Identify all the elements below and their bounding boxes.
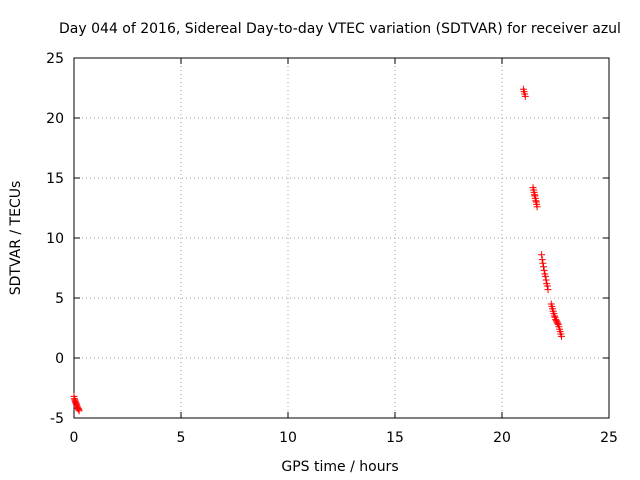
y-tick-label: -5 — [50, 411, 64, 427]
y-tick-label: 25 — [46, 51, 64, 67]
x-tick-label: 20 — [493, 430, 511, 446]
data-point — [539, 259, 547, 267]
data-point — [542, 276, 550, 284]
data-point — [538, 256, 546, 264]
x-tick-label: 5 — [177, 430, 186, 446]
data-point — [554, 319, 562, 327]
x-axis-label: GPS time / hours — [281, 459, 398, 475]
y-tick-label: 10 — [46, 231, 64, 247]
y-axis-label: SDTVAR / TECUs — [8, 181, 24, 296]
y-tick-label: 15 — [46, 171, 64, 187]
grid-layer — [74, 58, 609, 418]
x-tick-label: 15 — [386, 430, 404, 446]
data-point — [521, 92, 529, 100]
data-point — [557, 332, 565, 340]
data-point — [540, 266, 548, 274]
chart-title: Day 044 of 2016, Sidereal Day-to-day VTE… — [59, 21, 621, 37]
data-point — [550, 312, 558, 320]
y-tick-label: 20 — [46, 111, 64, 127]
data-point — [75, 407, 83, 415]
data-point — [533, 203, 541, 211]
ticks-layer: 0 5 10 15 20 25 -5 0 5 10 15 20 25 — [46, 51, 618, 446]
data-point — [544, 286, 552, 294]
x-tick-label: 0 — [70, 430, 79, 446]
x-tick-label: 25 — [600, 430, 618, 446]
x-tick-label: 10 — [279, 430, 297, 446]
data-point — [543, 282, 551, 290]
points-layer — [70, 85, 565, 415]
y-tick-label: 0 — [55, 351, 64, 367]
data-point — [540, 263, 548, 271]
data-point — [538, 251, 546, 259]
data-point — [541, 272, 549, 280]
y-tick-label: 5 — [55, 291, 64, 307]
